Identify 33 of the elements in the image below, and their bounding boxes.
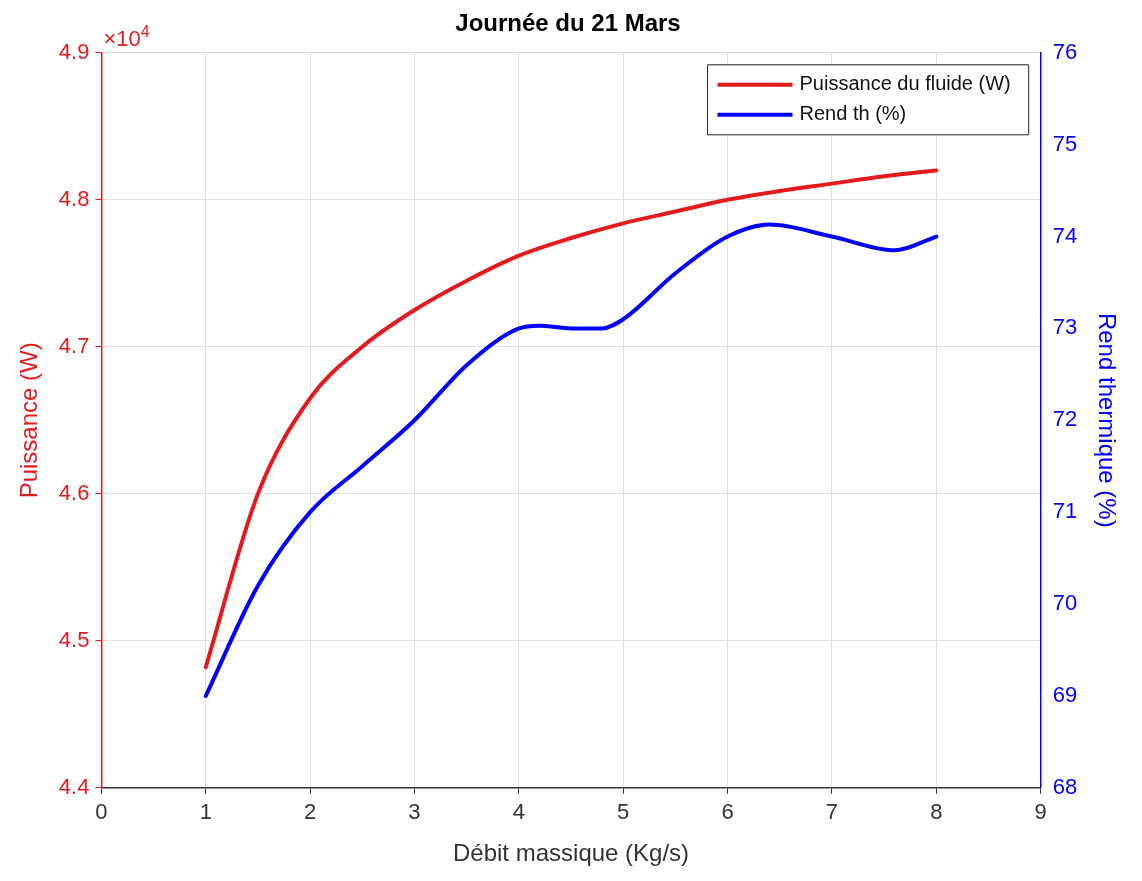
y2-tick-label: 76 [1052,38,1078,64]
y2-tick-label: 72 [1052,406,1078,432]
x-tick-label: 1 [199,799,212,825]
y-tick-label: 4.5 [58,626,90,652]
x-tick-label: 2 [304,799,317,825]
y2-tick-label: 71 [1052,498,1078,524]
y2-tick-label: 69 [1052,681,1078,707]
y2-tick-label: 70 [1052,590,1078,616]
x-tick-label: 4 [512,799,525,825]
y2-tick-label: 68 [1052,773,1078,799]
y-tick-label: 4.7 [58,332,90,358]
line-series [203,222,939,698]
x-tick-label: 9 [1034,799,1047,825]
y2-tick-label: 75 [1052,130,1078,156]
x-tick-label: 7 [825,799,839,825]
y-tick-label: 4.9 [58,38,90,64]
x-axis-title: Débit massique (Kg/s) [453,839,690,867]
y2-axis-title: Rend thermique (%) [1093,312,1121,528]
x-tick-label: 6 [721,799,734,825]
x-tick-label: 5 [617,799,630,825]
legend-label: Rend th (%) [799,102,907,125]
x-tick-label: 8 [930,799,943,825]
line-series [203,168,939,670]
chart-title: Journée du 21 Mars [455,9,681,37]
x-tick-label: 0 [95,799,108,825]
y-tick-label: 4.8 [58,185,90,211]
y2-tick-label: 73 [1052,314,1078,340]
y-axis-title: Puissance (W) [15,342,43,499]
y-tick-label: 4.4 [58,773,90,799]
y2-tick-label: 74 [1052,222,1078,248]
y-tick-label: 4.6 [58,479,90,505]
x-tick-label: 3 [408,799,421,825]
legend-label: Puissance du fluide (W) [799,72,1011,95]
